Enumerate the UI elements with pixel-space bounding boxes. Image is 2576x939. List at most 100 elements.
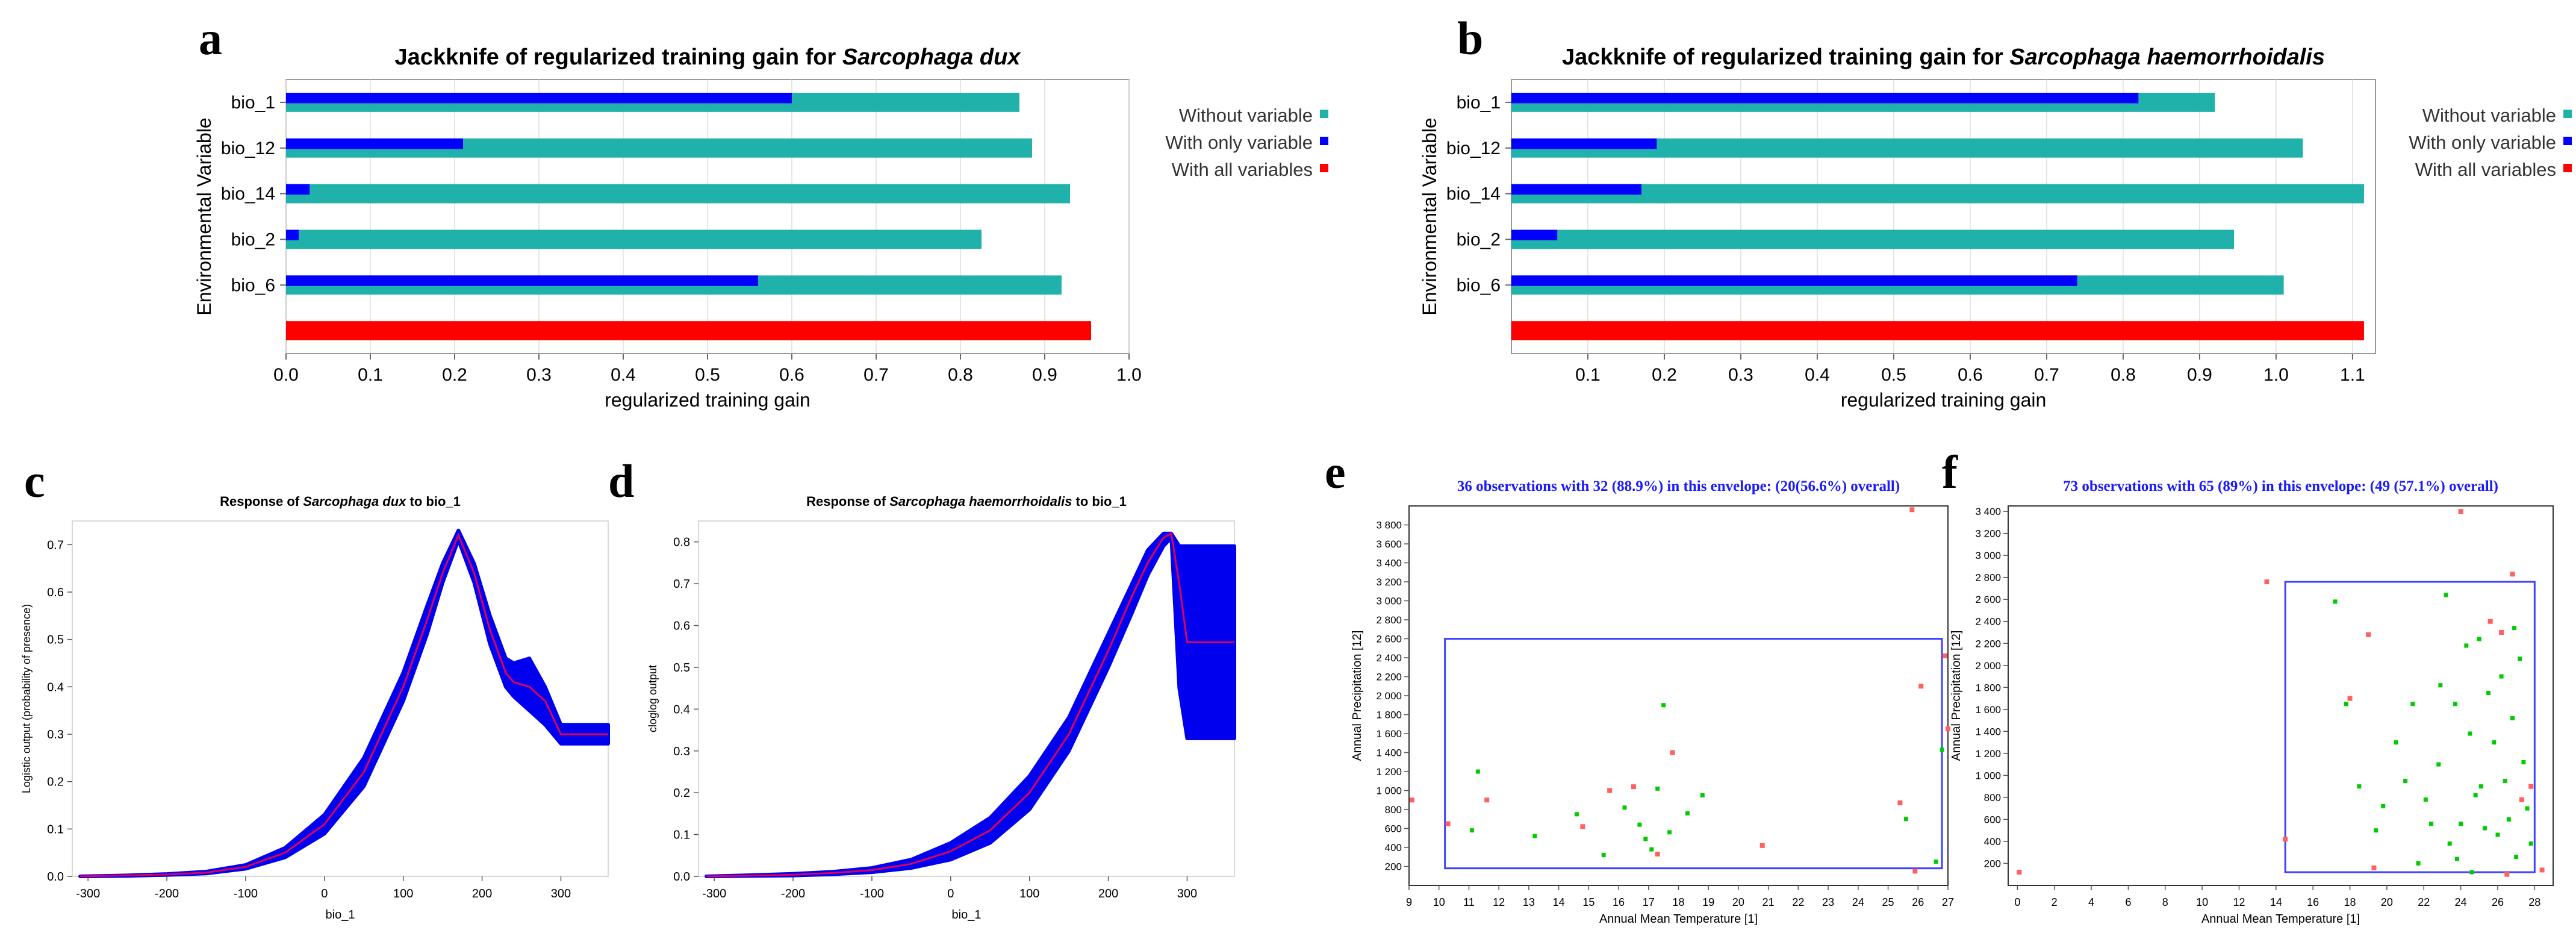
x-tick-label: 15 [1582, 896, 1594, 908]
point-outside [1409, 797, 1414, 803]
x-tick-label: 26 [1912, 896, 1924, 908]
point-inside [1649, 847, 1654, 852]
y-tick-label: 3 000 [1975, 550, 2001, 561]
y-tick-label: 1 600 [1975, 704, 2001, 716]
point-inside [1574, 812, 1579, 817]
x-tick-label: 28 [2528, 896, 2540, 908]
x-tick-label: 25 [1882, 896, 1894, 908]
point-outside [1943, 653, 1948, 658]
response-chart-d: Response of Sarcophaga haemorrhoidalis t… [647, 494, 1236, 922]
chart-title-prefix: Jackknife of regularized training gain f… [1562, 45, 2009, 70]
mean-response-line [80, 532, 608, 878]
point-inside [2482, 826, 2487, 831]
point-outside [2528, 784, 2534, 789]
y-tick-label: bio_12 [221, 139, 275, 158]
x-tick-label: 300 [551, 887, 571, 900]
y-tick-label: 0.6 [47, 586, 64, 599]
x-tick-label: 100 [393, 887, 413, 900]
point-outside [2539, 867, 2545, 873]
x-tick-label: -200 [781, 887, 805, 900]
x-tick-label: 1.1 [2340, 365, 2365, 385]
x-tick-label: 23 [1822, 896, 1834, 908]
point-outside [1607, 788, 1613, 793]
y-tick-label: 1 200 [1975, 748, 2001, 760]
y-axis-label: Logistic output (probability of presence… [20, 604, 33, 793]
chart-title-species: Sarcophaga haemorrhoidalis [2009, 45, 2325, 70]
legend-label: With all variables [1172, 159, 1313, 180]
x-tick-label: 19 [1702, 896, 1714, 908]
legend-label: Without variable [2422, 105, 2556, 126]
point-inside [2454, 856, 2459, 861]
x-tick-label: 0.8 [948, 365, 973, 385]
chart-title-suffix: to bio_1 [1072, 494, 1126, 509]
y-tick-label: 0.4 [47, 681, 64, 694]
x-tick-label: 27 [1942, 896, 1954, 908]
y-tick-label: 0.0 [47, 870, 64, 884]
y-tick-label: bio_6 [231, 275, 275, 295]
point-inside [2394, 740, 2398, 745]
x-axis-label: bio_1 [952, 908, 982, 922]
point-outside [2366, 632, 2371, 637]
x-tick-label: -100 [234, 887, 258, 900]
y-tick-label: 0.4 [673, 703, 690, 716]
legend-label: With only variable [1165, 132, 1313, 153]
x-tick-label: 0.9 [1032, 365, 1057, 385]
y-tick-label: 3 400 [1376, 558, 1402, 569]
y-axis-label: Annual Precipitation [12] [1351, 631, 1364, 761]
x-tick-label: 0.2 [442, 365, 467, 385]
bar-without-bio_14 [286, 184, 1070, 204]
panel-letter-d: d [608, 455, 634, 507]
x-tick-label: 20 [1732, 896, 1744, 908]
point-outside [2264, 579, 2270, 584]
y-tick-label: 1 200 [1376, 766, 1402, 778]
chart-title: Jackknife of regularized training gain f… [1562, 45, 2325, 70]
point-inside [2447, 841, 2452, 846]
panel-letter-a: a [199, 12, 222, 64]
y-tick-label: 0.0 [673, 870, 690, 884]
y-axis-label: Environmental Variable [193, 117, 215, 315]
point-inside [2444, 593, 2448, 597]
jackknife-chart-b: Jackknife of regularized training gain f… [1419, 45, 2572, 411]
x-tick-label: 0 [321, 887, 328, 900]
y-axis-label: Environmental Variable [1419, 117, 1440, 315]
x-tick-label: 0.4 [1805, 365, 1830, 385]
envelope-box [1444, 638, 1943, 870]
chart-title: 36 observations with 32 (88.9%) in this … [1457, 478, 1900, 494]
point-inside [1637, 822, 1642, 827]
x-tick-label: 0.6 [1958, 365, 1983, 385]
point-inside [2381, 804, 2386, 809]
point-inside [2506, 817, 2511, 822]
point-inside [1700, 793, 1705, 797]
y-tick-label: 200 [1385, 861, 1402, 873]
y-tick-label: 2 800 [1376, 614, 1402, 626]
y-tick-label: 0.2 [47, 776, 64, 789]
x-tick-label: 4 [2088, 896, 2094, 908]
x-axis-label: Annual Mean Temperature [1] [1599, 912, 1758, 926]
chart-title: Jackknife of regularized training gain f… [395, 45, 1022, 70]
y-tick-label: 800 [1984, 792, 2001, 803]
point-outside [2510, 572, 2515, 577]
bar-without-bio_14 [1511, 184, 2364, 204]
y-tick-label: 1 800 [1975, 682, 2001, 693]
x-tick-label: 1.0 [1116, 365, 1142, 385]
confidence-band [705, 531, 1236, 878]
bar-only-bio_1 [286, 92, 792, 104]
bar-all-variables [1511, 321, 2364, 341]
x-tick-label: 0.5 [1881, 365, 1906, 385]
y-tick-label: 2 000 [1975, 660, 2001, 672]
x-tick-label: 0.7 [2034, 365, 2059, 385]
x-axis-label: bio_1 [326, 908, 355, 922]
y-tick-label: 2 400 [1376, 652, 1402, 664]
bar-only-bio_2 [286, 229, 299, 241]
chart-title-species: Sarcophaga dux [303, 494, 406, 509]
y-tick-label: bio_1 [231, 93, 275, 113]
x-tick-label: 10 [2196, 896, 2208, 908]
x-tick-label: -300 [76, 887, 100, 900]
y-tick-label: bio_6 [1457, 275, 1501, 295]
x-tick-label: 24 [1852, 896, 1864, 908]
x-tick-label: 1.0 [2263, 365, 2289, 385]
point-outside [1909, 507, 1915, 513]
point-inside [2514, 855, 2519, 859]
y-tick-label: 2 800 [1975, 572, 2001, 584]
